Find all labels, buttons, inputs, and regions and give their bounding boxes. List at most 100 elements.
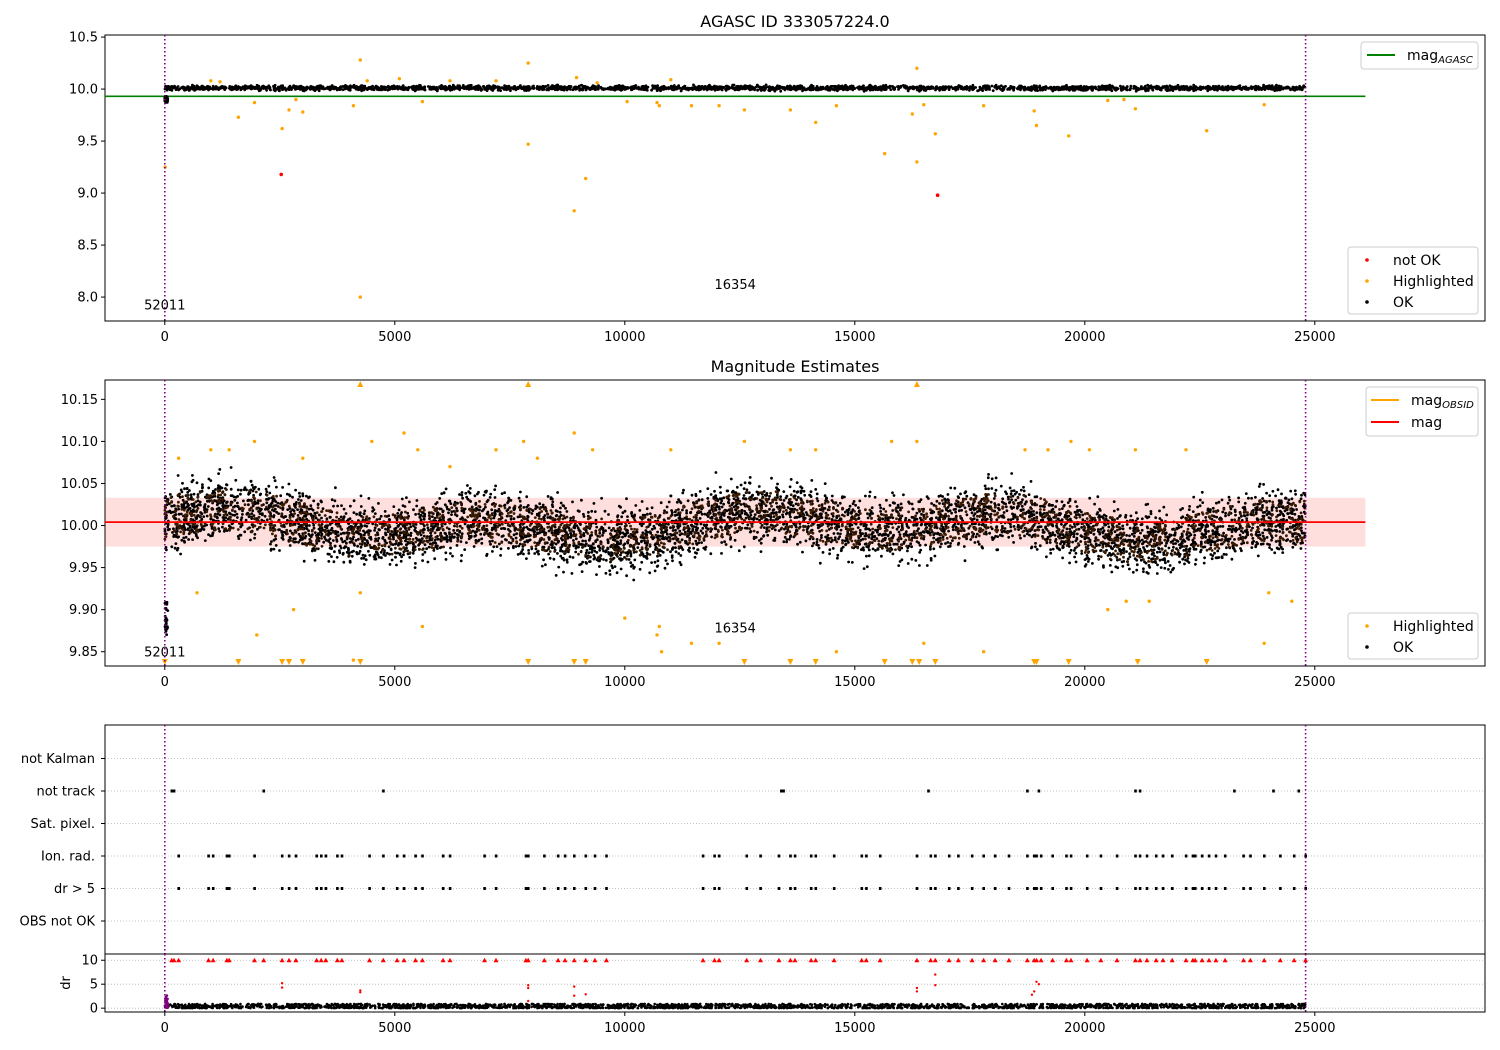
plot2-ok-point xyxy=(565,560,569,564)
plot2-ok-point xyxy=(839,532,842,536)
plot2-ok-point xyxy=(636,546,640,549)
plot2-ok-point xyxy=(984,487,988,491)
plot2-ok-point xyxy=(1116,508,1120,511)
plot1-ok-point xyxy=(578,88,581,92)
plot1-ok-point xyxy=(677,85,681,89)
plot1-ok-point xyxy=(1226,84,1230,88)
plot1-ok-point xyxy=(1301,86,1304,90)
plot2-ok-point xyxy=(1261,534,1265,538)
plot2-ok-point xyxy=(601,527,605,530)
plot2-ok-point xyxy=(569,531,572,535)
plot2-ok-point xyxy=(604,571,608,575)
plot2-ok-point xyxy=(249,538,252,542)
plot1-ok-point xyxy=(953,87,957,90)
plot2-ok-point xyxy=(250,483,254,487)
plot1-highlighted-point xyxy=(742,108,747,112)
plot2-ok-point xyxy=(377,502,380,505)
plot1-ok-point xyxy=(379,85,383,88)
plot1-ok-point xyxy=(359,84,363,88)
plot1-ok-point xyxy=(968,88,971,92)
plot1-ok-point xyxy=(725,87,729,91)
plot1-ok-point xyxy=(718,85,722,89)
plot2-ok-point xyxy=(897,530,901,534)
plot2-ok-point xyxy=(626,515,629,518)
plot2-ok-point xyxy=(1074,560,1078,564)
plot1-ok-point xyxy=(419,87,423,90)
plot1-ok-point xyxy=(269,88,272,92)
plot1-ok-point xyxy=(384,88,387,91)
plot2-ok-point xyxy=(427,545,431,549)
plot1-ok-point xyxy=(561,87,564,90)
plot2-ok-point xyxy=(682,488,685,492)
plot2-ok-point xyxy=(176,474,180,477)
plot1-ok-point xyxy=(857,87,861,91)
plot1-highlighted-point xyxy=(351,104,356,108)
plot1-ok-point xyxy=(466,84,470,88)
plot1-highlighted-point xyxy=(910,112,914,116)
plot2-ok-point xyxy=(435,501,439,504)
plot1-highlighted-point xyxy=(448,79,452,83)
plot2-ok-point xyxy=(1276,488,1280,492)
plot1-ok-point xyxy=(363,84,367,88)
plot2-ok-point xyxy=(540,564,544,568)
plot1-ok-point xyxy=(301,88,304,91)
plot1-ok-point xyxy=(864,86,867,90)
plot2-ok-point xyxy=(1008,486,1012,490)
plot2-ok-point xyxy=(265,490,269,493)
plot2-ok-point xyxy=(1221,525,1225,528)
plot2-ok-point xyxy=(604,558,608,562)
plot2-ok-point xyxy=(949,503,953,507)
plot2-ok-point xyxy=(270,540,273,543)
plot2-ok-point xyxy=(1049,548,1052,551)
plot2-ok-point xyxy=(441,510,445,513)
plot2-ok-point xyxy=(795,481,799,484)
plot2-ok-point xyxy=(992,497,996,500)
plot2-ok-point xyxy=(863,534,867,538)
plot1-ok-point xyxy=(223,85,227,89)
plot2-ok-point xyxy=(1053,533,1057,537)
plot1-highlighted-point xyxy=(1262,103,1266,107)
plot1-highlighted-point xyxy=(915,160,919,164)
plot1-ok-point xyxy=(1077,85,1080,89)
plot1-ok-point xyxy=(794,85,798,89)
plot1-ok-point xyxy=(911,87,915,91)
plot1-highlighted-point xyxy=(301,110,305,114)
plot2-ok-point xyxy=(336,504,339,508)
plot2-ok-point xyxy=(1155,572,1159,575)
plot2-ok-point xyxy=(1263,528,1267,532)
plot2-ok-point xyxy=(977,523,981,526)
plot2-ok-point xyxy=(367,549,370,553)
plot2-ok-point xyxy=(168,493,172,496)
plot2-ok-point xyxy=(1300,493,1303,497)
plot2-ok-point xyxy=(1265,536,1269,539)
plot2-ok-point xyxy=(459,540,463,543)
plot1-ok-point xyxy=(508,87,512,91)
plot2-ok-point xyxy=(796,495,800,499)
plot2-ok-point xyxy=(405,496,408,499)
plot1-ok-point xyxy=(577,86,581,89)
plot2-ok-point xyxy=(815,492,819,496)
plot1-ok-point xyxy=(1129,84,1133,88)
plot2-ok-point xyxy=(517,544,521,548)
plot1-highlighted-point xyxy=(526,142,530,146)
plot2-ok-point xyxy=(832,532,836,535)
plot1-ok-point xyxy=(1062,85,1066,88)
plot2-ok-point xyxy=(562,504,566,508)
plot1-highlighted-point xyxy=(252,100,257,105)
plot2-ok-point xyxy=(995,518,999,522)
plot1-ok-point xyxy=(935,86,938,90)
plot2-ok-point xyxy=(640,560,644,564)
plot2-ok-point xyxy=(1254,495,1257,499)
plot2-ok-point xyxy=(242,499,245,503)
plot2-ok-point xyxy=(312,499,316,503)
plot2-ok-point xyxy=(974,535,978,539)
plot1-ok-point xyxy=(801,87,805,90)
plot2-ok-point xyxy=(362,563,366,566)
plot1-ok-point xyxy=(349,84,352,88)
plot1-ok-point xyxy=(1295,88,1299,91)
plot2-ok-point xyxy=(225,501,228,504)
plot1-ok-point xyxy=(170,85,174,88)
plot1-ok-point xyxy=(833,86,837,90)
plot1-xtick-label: 25000 xyxy=(1294,330,1335,345)
plot1-ok-point xyxy=(821,85,825,89)
